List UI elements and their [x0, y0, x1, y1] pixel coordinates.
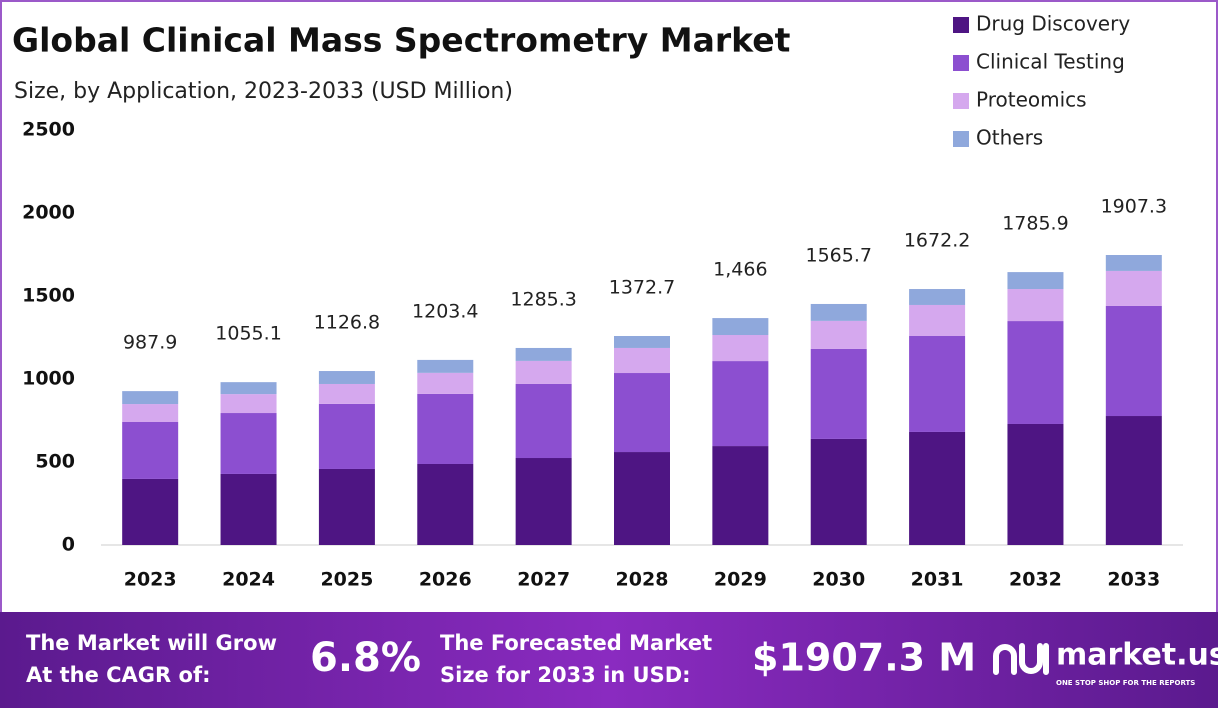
- bar-segment: [417, 463, 474, 545]
- bar-segment: [122, 421, 179, 479]
- bar-segment: [712, 446, 769, 545]
- forecast-text: Size for 2033 in USD:: [440, 663, 691, 687]
- x-tick-label: 2023: [124, 569, 177, 591]
- x-tick-label: 2033: [1107, 569, 1160, 591]
- total-label: 1203.4: [412, 300, 478, 322]
- bar-segment: [122, 478, 179, 545]
- total-label: 1785.9: [1002, 213, 1068, 235]
- bar-segment: [318, 371, 375, 384]
- bar-segment: [515, 347, 572, 361]
- x-tick-label: 2029: [714, 569, 767, 591]
- bar-segment: [417, 372, 474, 394]
- legend-label: Others: [976, 126, 1043, 150]
- x-tick-label: 2024: [222, 569, 275, 591]
- legend-swatch: [953, 93, 969, 109]
- cagr-text: The Market will Grow: [26, 631, 277, 655]
- y-tick-label: 0: [62, 534, 75, 556]
- bar-segment: [318, 468, 375, 545]
- cagr-text: At the CAGR of:: [26, 663, 211, 687]
- bar-segment: [712, 318, 769, 336]
- bar-segment: [220, 413, 277, 474]
- bar-segment: [122, 404, 179, 422]
- legend-swatch: [953, 17, 969, 33]
- bar-segment: [712, 335, 769, 362]
- bar-segment: [220, 473, 277, 545]
- legend-swatch: [953, 55, 969, 71]
- bar-segment: [1007, 321, 1064, 424]
- bar-segment: [810, 438, 867, 545]
- legend-swatch: [953, 131, 969, 147]
- bar-segment: [1007, 272, 1064, 290]
- bar-segment: [417, 393, 474, 464]
- x-tick-label: 2032: [1009, 569, 1062, 591]
- total-label: 987.9: [123, 332, 177, 354]
- brand-icon: [993, 643, 1049, 675]
- total-label: 1372.7: [609, 277, 675, 299]
- bar-segment: [909, 289, 966, 305]
- bar-segment: [220, 382, 277, 395]
- forecast-text: The Forecasted Market: [440, 631, 712, 655]
- bar-segment: [1105, 416, 1162, 545]
- bar-segment: [909, 431, 966, 545]
- bar-segment: [614, 452, 670, 545]
- y-tick-label: 1000: [22, 368, 75, 390]
- bar-segment: [515, 458, 572, 545]
- total-label: 1672.2: [904, 230, 970, 252]
- bar-segment: [318, 383, 375, 404]
- total-label: 1126.8: [314, 312, 380, 334]
- x-tick-label: 2031: [911, 569, 964, 591]
- forecast-value: $1907.3 M: [752, 636, 976, 680]
- y-tick-label: 1500: [22, 285, 75, 307]
- bar-segment: [909, 304, 966, 337]
- legend-label: Drug Discovery: [976, 12, 1130, 36]
- bar-segment: [712, 361, 769, 447]
- bar-segment: [614, 373, 670, 453]
- y-tick-label: 2000: [22, 202, 75, 224]
- total-label: 1565.7: [805, 244, 871, 266]
- bar-segment: [515, 360, 572, 384]
- y-tick-label: 500: [35, 451, 75, 473]
- bar-segment: [614, 347, 670, 374]
- bar-segment: [1007, 289, 1064, 322]
- bar-segment: [1105, 254, 1162, 271]
- bar-segment: [810, 320, 867, 349]
- tagline: ONE STOP SHOP FOR THE REPORTS: [1056, 679, 1195, 687]
- total-label: 1285.3: [510, 288, 576, 310]
- bar-segment: [810, 303, 867, 321]
- total-label: 1907.3: [1101, 195, 1167, 217]
- total-label: 1055.1: [215, 323, 281, 345]
- brand: market.us: [1056, 638, 1218, 673]
- bar-segment: [515, 383, 572, 459]
- y-tick-label: 2500: [22, 119, 75, 141]
- bar-segment: [614, 336, 670, 348]
- cagr-value: 6.8%: [310, 635, 421, 681]
- bar-segment: [318, 403, 375, 469]
- bar-segment: [1105, 305, 1162, 417]
- x-tick-label: 2028: [616, 569, 669, 591]
- x-tick-label: 2027: [517, 569, 570, 591]
- legend-label: Clinical Testing: [976, 50, 1125, 74]
- bar-segment: [220, 394, 277, 414]
- chart-subtitle: Size, by Application, 2023-2033 (USD Mil…: [14, 79, 513, 104]
- bar-segment: [122, 391, 179, 405]
- bar-segment: [909, 336, 966, 432]
- x-tick-label: 2026: [419, 569, 472, 591]
- x-tick-label: 2030: [812, 569, 865, 591]
- bar-segment: [810, 348, 867, 439]
- bar-segment: [417, 359, 474, 373]
- legend-label: Proteomics: [976, 88, 1087, 112]
- total-label: 1,466: [713, 259, 767, 281]
- footer-banner: [0, 612, 1218, 708]
- bar-segment: [1105, 270, 1162, 306]
- bar-segment: [1007, 423, 1064, 545]
- chart-title: Global Clinical Mass Spectrometry Market: [12, 21, 791, 60]
- x-tick-label: 2025: [320, 569, 373, 591]
